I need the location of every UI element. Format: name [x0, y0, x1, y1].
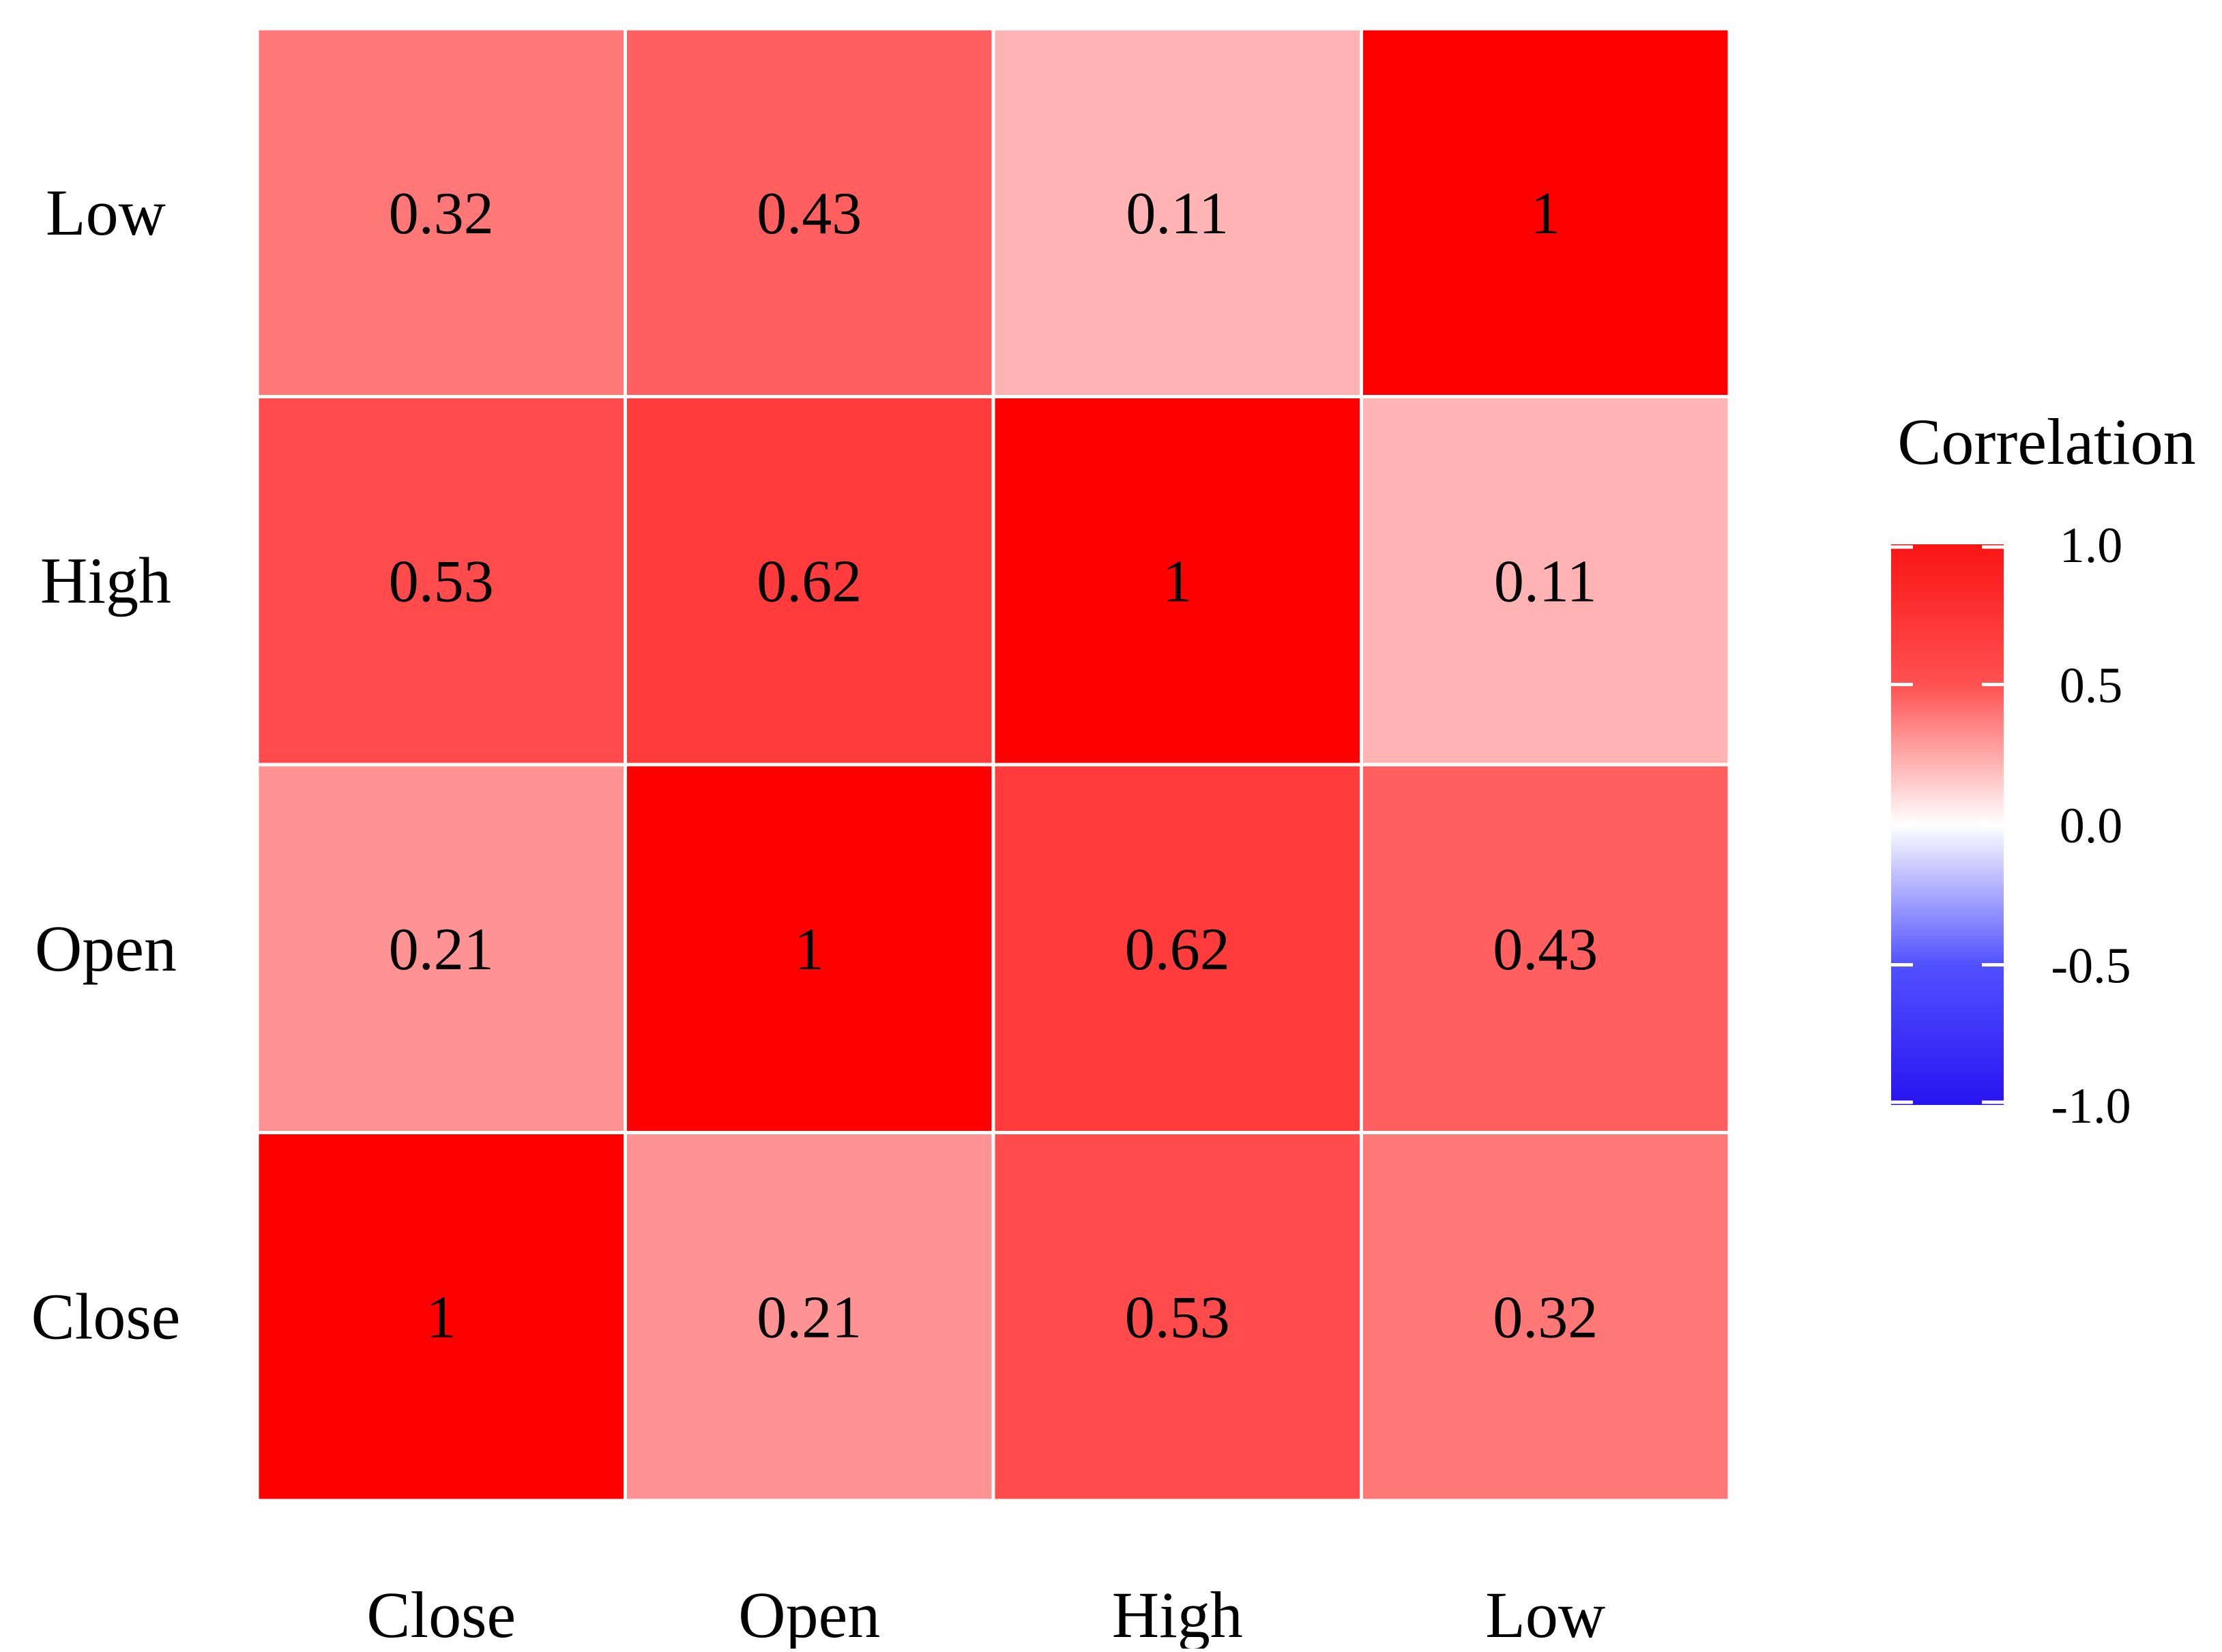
heatmap-cell-open-low: [624, 27, 995, 398]
legend-tick-label: 0.5: [2060, 658, 2123, 714]
cell-value-label: 0.62: [1125, 917, 1230, 983]
legend-ticks: 1.0 0.5 0.0 -0.5 -1.0: [1891, 518, 2131, 1134]
heatmap-cell-close-close: [255, 1131, 627, 1503]
cell-value-label: 0.21: [757, 1284, 862, 1351]
x-tick-label-close: Close: [366, 1578, 516, 1649]
x-tick-label-high: High: [1112, 1578, 1243, 1649]
heatmap-cell-low-open: [1360, 763, 1731, 1134]
heatmap-cell-open-open: [624, 763, 995, 1134]
heatmap-cell-high-low: [991, 27, 1363, 398]
x-tick-label-open: Open: [738, 1578, 880, 1649]
heatmap-cell-low-high: [1360, 395, 1731, 767]
cell-value-label: 0.53: [1125, 1284, 1230, 1351]
y-axis-labels: Close Open High Low: [31, 176, 181, 1353]
cell-value-label: 1: [1530, 181, 1560, 247]
heatmap-cell-high-close: [991, 1131, 1363, 1503]
y-tick-label-high: High: [40, 544, 171, 617]
heatmap-cell-labels: 1 0.21 0.53 0.32 0.21 1 0.62 0.43 0.53 0.62 1 0.11 0…: [389, 181, 1598, 1351]
cell-value-label: 0.53: [389, 548, 494, 615]
cell-value-label: 0.11: [1494, 548, 1597, 615]
y-tick-label-close: Close: [31, 1280, 181, 1353]
legend-title: Correlation: [1897, 405, 2195, 478]
cell-value-label: 0.62: [757, 548, 862, 615]
cell-value-label: 0.21: [389, 917, 494, 983]
heatmap-cell-open-high: [624, 395, 995, 767]
legend-tick-label: -0.5: [2051, 939, 2131, 994]
heatmap-cell-high-high: [991, 395, 1363, 767]
heatmap-cell-close-open: [255, 763, 627, 1134]
x-axis-labels: Close Open High Low: [366, 1578, 1605, 1651]
legend: Correlation 1.0 0.5 0.0 -0.5 -1.0: [1891, 405, 2196, 1134]
legend-tick-label: 0.0: [2060, 798, 2123, 854]
heatmap-cell-close-high: [255, 395, 627, 767]
heatmap-cells: [255, 27, 1731, 1503]
legend-tick-label: -1.0: [2051, 1078, 2131, 1134]
cell-value-label: 0.11: [1126, 181, 1229, 247]
cell-value-label: 1: [1163, 548, 1193, 615]
y-tick-label-low: Low: [46, 176, 166, 249]
cell-value-label: 0.32: [1493, 1284, 1598, 1351]
heatmap-cell-close-low: [255, 27, 627, 398]
heatmap-cell-low-close: [1360, 1131, 1731, 1503]
x-tick-label-low: Low: [1485, 1578, 1605, 1649]
y-tick-label-open: Open: [35, 912, 177, 985]
cell-value-label: 1: [426, 1284, 456, 1351]
cell-value-label: 0.43: [757, 181, 862, 247]
cell-value-label: 0.43: [1493, 917, 1598, 983]
heatmap-cell-low-low: [1360, 27, 1731, 398]
cell-value-label: 0.32: [389, 181, 494, 247]
legend-tick-label: 1.0: [2060, 518, 2123, 574]
cell-value-label: 1: [794, 917, 824, 983]
heatmap-cell-high-open: [991, 763, 1363, 1134]
